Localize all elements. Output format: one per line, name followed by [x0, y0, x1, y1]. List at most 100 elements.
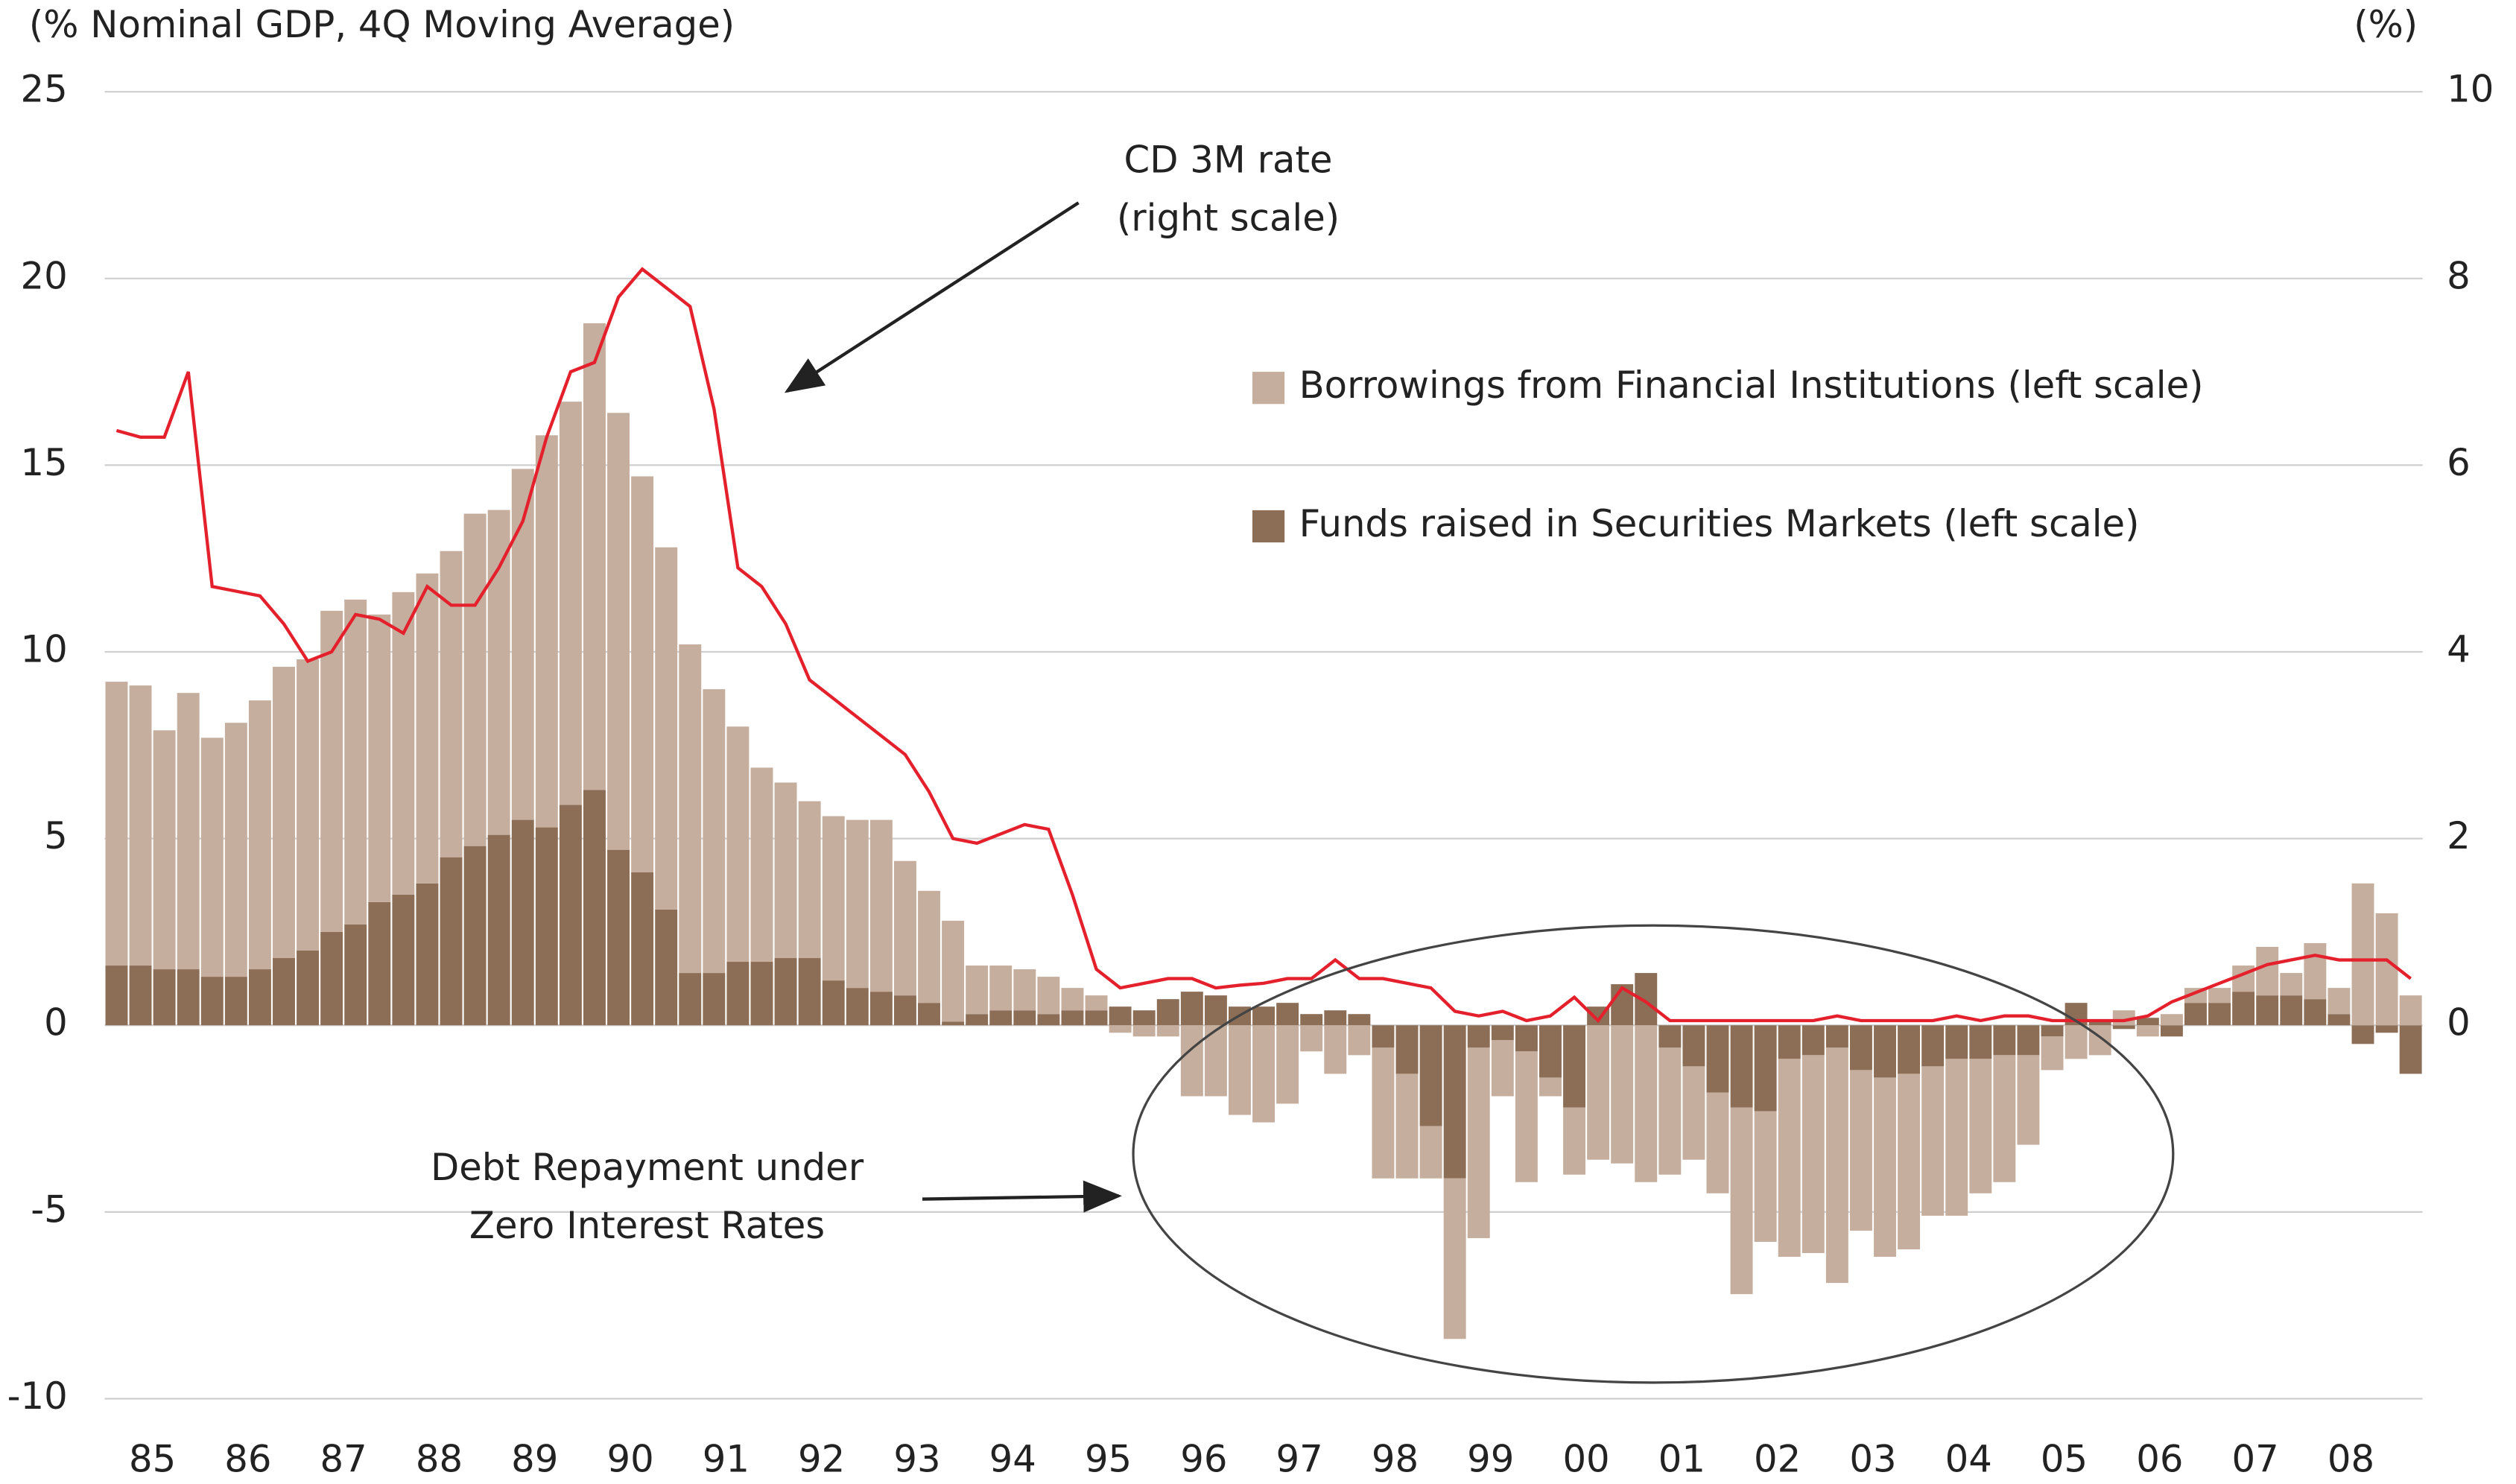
bar — [1515, 1025, 1538, 1052]
bar — [2351, 1025, 2374, 1044]
bar — [1109, 1006, 1132, 1026]
bar — [129, 965, 152, 1026]
y-axis-label: (% Nominal GDP, 4Q Moving Average) — [29, 3, 735, 46]
bar — [129, 685, 152, 966]
bar — [153, 969, 176, 1026]
bar — [1778, 1059, 1801, 1258]
bar — [1085, 995, 1108, 1011]
bar — [487, 510, 510, 835]
x-tick-label: 85 — [129, 1437, 176, 1480]
bar — [248, 969, 271, 1026]
bar — [2256, 995, 2279, 1026]
bar — [1467, 1047, 1490, 1238]
bar — [750, 767, 773, 963]
y2-tick-label: 2 — [2447, 814, 2471, 857]
bar — [655, 909, 678, 1026]
bar — [918, 1003, 940, 1026]
bar — [1013, 1010, 1036, 1026]
bar — [1037, 977, 1060, 1015]
bar — [1037, 1014, 1060, 1026]
bar — [1300, 1014, 1323, 1026]
bar — [368, 614, 391, 902]
x-tick-label: 89 — [511, 1437, 558, 1480]
bar — [1419, 1126, 1442, 1179]
bar — [1061, 988, 1084, 1011]
bar — [344, 924, 367, 1026]
bar — [893, 860, 916, 996]
y-tick-label: 10 — [21, 628, 68, 671]
bar — [1467, 1025, 1490, 1048]
x-tick-label: 88 — [416, 1437, 463, 1480]
bar — [1132, 1025, 1156, 1037]
bar — [1658, 1047, 1682, 1175]
bar — [2328, 988, 2351, 1015]
bar — [846, 988, 869, 1026]
x-tick-label: 86 — [224, 1437, 271, 1480]
bar — [655, 547, 678, 910]
bar — [942, 920, 965, 1022]
x-tick-label: 90 — [606, 1437, 653, 1480]
arrow — [784, 201, 1080, 393]
annotation: CD 3M rate — [1124, 139, 1333, 182]
annotation: Zero Interest Rates — [469, 1204, 825, 1247]
bar — [1109, 1025, 1132, 1033]
y-tick-label: -10 — [7, 1374, 68, 1418]
y2-axis-label: (%) — [2354, 3, 2418, 46]
bar — [631, 872, 654, 1026]
bar — [2232, 992, 2255, 1026]
bar — [1898, 1074, 1921, 1249]
bar — [2088, 1021, 2111, 1026]
bar — [1276, 1003, 1299, 1026]
bar — [1252, 1006, 1276, 1026]
legend-swatch — [1252, 510, 1285, 543]
bar — [1348, 1014, 1371, 1026]
y-tick-label: 20 — [21, 254, 68, 297]
bar — [2136, 1025, 2159, 1037]
bar — [511, 819, 534, 1026]
x-tick-label: 06 — [2136, 1437, 2183, 1480]
bar — [1658, 1025, 1682, 1048]
bar — [1252, 1025, 1276, 1123]
bar — [1706, 1025, 1729, 1093]
bar — [1754, 1111, 1777, 1242]
bar — [1395, 1025, 1419, 1074]
bar — [1419, 1025, 1442, 1126]
bar — [2208, 1003, 2231, 1026]
bar — [1276, 1025, 1299, 1104]
bar — [2041, 1025, 2064, 1037]
bar — [1348, 1025, 1371, 1056]
x-tick-label: 07 — [2232, 1437, 2279, 1480]
bar — [2256, 946, 2279, 996]
bar — [1802, 1025, 1825, 1056]
x-tick-label: 97 — [1276, 1437, 1323, 1480]
arrow — [922, 1180, 1122, 1213]
y2-tick-label: 0 — [2447, 1001, 2471, 1044]
bar — [535, 435, 558, 828]
bar — [679, 644, 702, 974]
bar — [200, 738, 224, 977]
bar — [1491, 1040, 1514, 1097]
bar — [607, 413, 630, 850]
y-tick-label: 0 — [44, 1001, 68, 1044]
bar — [535, 827, 558, 1026]
x-tick-label: 92 — [798, 1437, 845, 1480]
bar — [1945, 1025, 1968, 1059]
x-tick-label: 91 — [703, 1437, 750, 1480]
bar — [918, 890, 940, 1003]
bar — [2328, 1014, 2351, 1026]
bar — [1204, 1025, 1227, 1097]
bar — [1587, 1025, 1610, 1160]
bar — [1491, 1025, 1514, 1041]
bar — [1945, 1059, 1968, 1216]
bar — [559, 402, 582, 805]
x-tick-label: 95 — [1085, 1437, 1132, 1480]
bar — [416, 573, 439, 884]
bar — [1682, 1066, 1705, 1160]
bar — [1324, 1010, 1347, 1026]
bar — [224, 723, 247, 977]
bar — [368, 901, 391, 1026]
x-tick-label: 96 — [1180, 1437, 1227, 1480]
bar — [2399, 995, 2422, 1026]
bar — [2375, 1025, 2398, 1033]
x-tick-label: 03 — [1849, 1437, 1896, 1480]
